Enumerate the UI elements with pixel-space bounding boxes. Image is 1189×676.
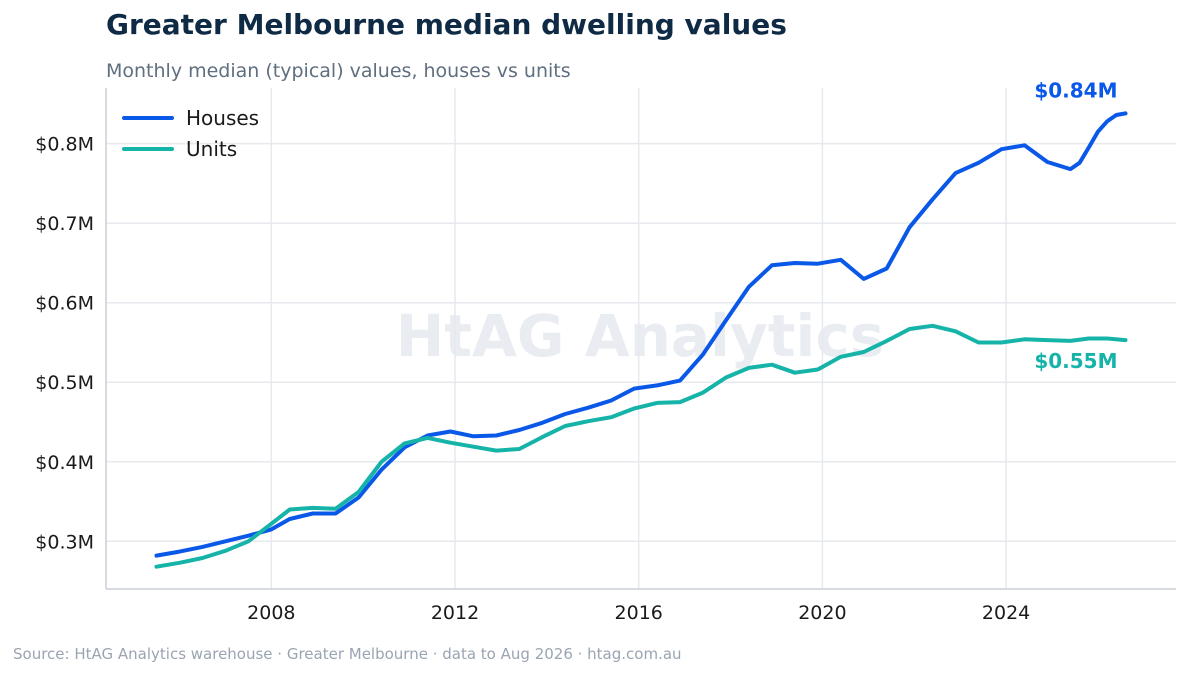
x-tick-label: 2008 xyxy=(247,602,295,624)
tick-labels: 2008 2012 2016 2020 2024 $0.3M $0.4M $0.5M $0.6M… xyxy=(35,134,1030,624)
chart-subtitle: Monthly median (typical) values, houses … xyxy=(106,60,571,82)
y-tick-label: $0.3M xyxy=(35,531,94,553)
series-line-units xyxy=(154,323,1128,569)
watermark: HtAG Analytics xyxy=(396,302,884,370)
series-lines xyxy=(154,111,1128,569)
legend: Houses Units xyxy=(122,106,259,161)
legend-label-units: Units xyxy=(186,137,237,161)
source-note: Source: HtAG Analytics warehouse · Great… xyxy=(13,645,682,663)
legend-label-houses: Houses xyxy=(186,106,259,130)
axes xyxy=(105,88,1176,590)
y-tick-label: $0.8M xyxy=(35,134,94,156)
chart-title: Greater Melbourne median dwelling values xyxy=(106,8,787,41)
y-tick-label: $0.5M xyxy=(35,372,94,394)
end-label-units: $0.55M xyxy=(1034,349,1117,373)
x-tick-label: 2024 xyxy=(982,602,1030,624)
y-tick-label: $0.4M xyxy=(35,452,94,474)
y-tick-label: $0.7M xyxy=(35,213,94,235)
x-tick-label: 2016 xyxy=(615,602,663,624)
end-labels: $0.84M $0.55M xyxy=(1034,78,1117,373)
grid-lines xyxy=(106,88,1176,589)
y-tick-label: $0.6M xyxy=(35,293,94,315)
end-label-houses: $0.84M xyxy=(1034,78,1117,102)
x-tick-label: 2020 xyxy=(798,602,846,624)
series-line-houses xyxy=(154,111,1128,558)
x-tick-label: 2012 xyxy=(431,602,479,624)
